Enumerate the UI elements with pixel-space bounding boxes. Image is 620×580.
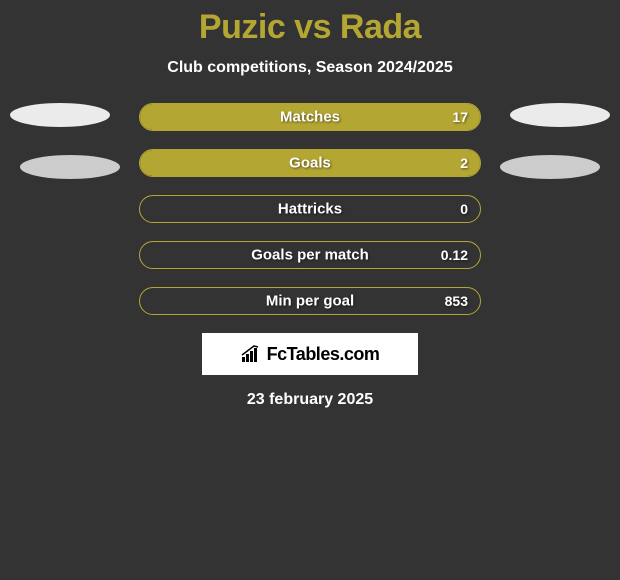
stat-label: Min per goal xyxy=(266,293,354,310)
infographic-root: Puzic vs Rada Club competitions, Season … xyxy=(0,0,620,409)
stat-row: Goals per match 0.12 xyxy=(139,241,481,269)
stat-label: Matches xyxy=(280,109,340,126)
stat-value: 17 xyxy=(452,109,468,125)
stat-value: 0 xyxy=(460,201,468,217)
bar-chart-icon xyxy=(241,345,263,363)
stat-value: 2 xyxy=(460,155,468,171)
stat-value: 853 xyxy=(445,293,468,309)
stat-row: Matches 17 xyxy=(139,103,481,131)
stat-label: Goals xyxy=(289,155,331,172)
stats-area: Matches 17 Goals 2 Hattricks 0 Goals per… xyxy=(0,103,620,409)
logo-text: FcTables.com xyxy=(267,344,380,365)
decor-pill-left-bottom xyxy=(20,155,120,179)
decor-pill-left-top xyxy=(10,103,110,127)
stat-rows: Matches 17 Goals 2 Hattricks 0 Goals per… xyxy=(139,103,481,315)
stat-label: Hattricks xyxy=(278,201,342,218)
stat-row: Hattricks 0 xyxy=(139,195,481,223)
stat-row: Goals 2 xyxy=(139,149,481,177)
stat-row: Min per goal 853 xyxy=(139,287,481,315)
logo-box: FcTables.com xyxy=(202,333,418,375)
decor-pill-right-top xyxy=(510,103,610,127)
stat-value: 0.12 xyxy=(441,247,468,263)
subtitle: Club competitions, Season 2024/2025 xyxy=(0,59,620,77)
logo: FcTables.com xyxy=(241,344,380,365)
stat-label: Goals per match xyxy=(251,247,369,264)
main-title: Puzic vs Rada xyxy=(0,8,620,47)
decor-pill-right-bottom xyxy=(500,155,600,179)
date-text: 23 february 2025 xyxy=(0,391,620,409)
